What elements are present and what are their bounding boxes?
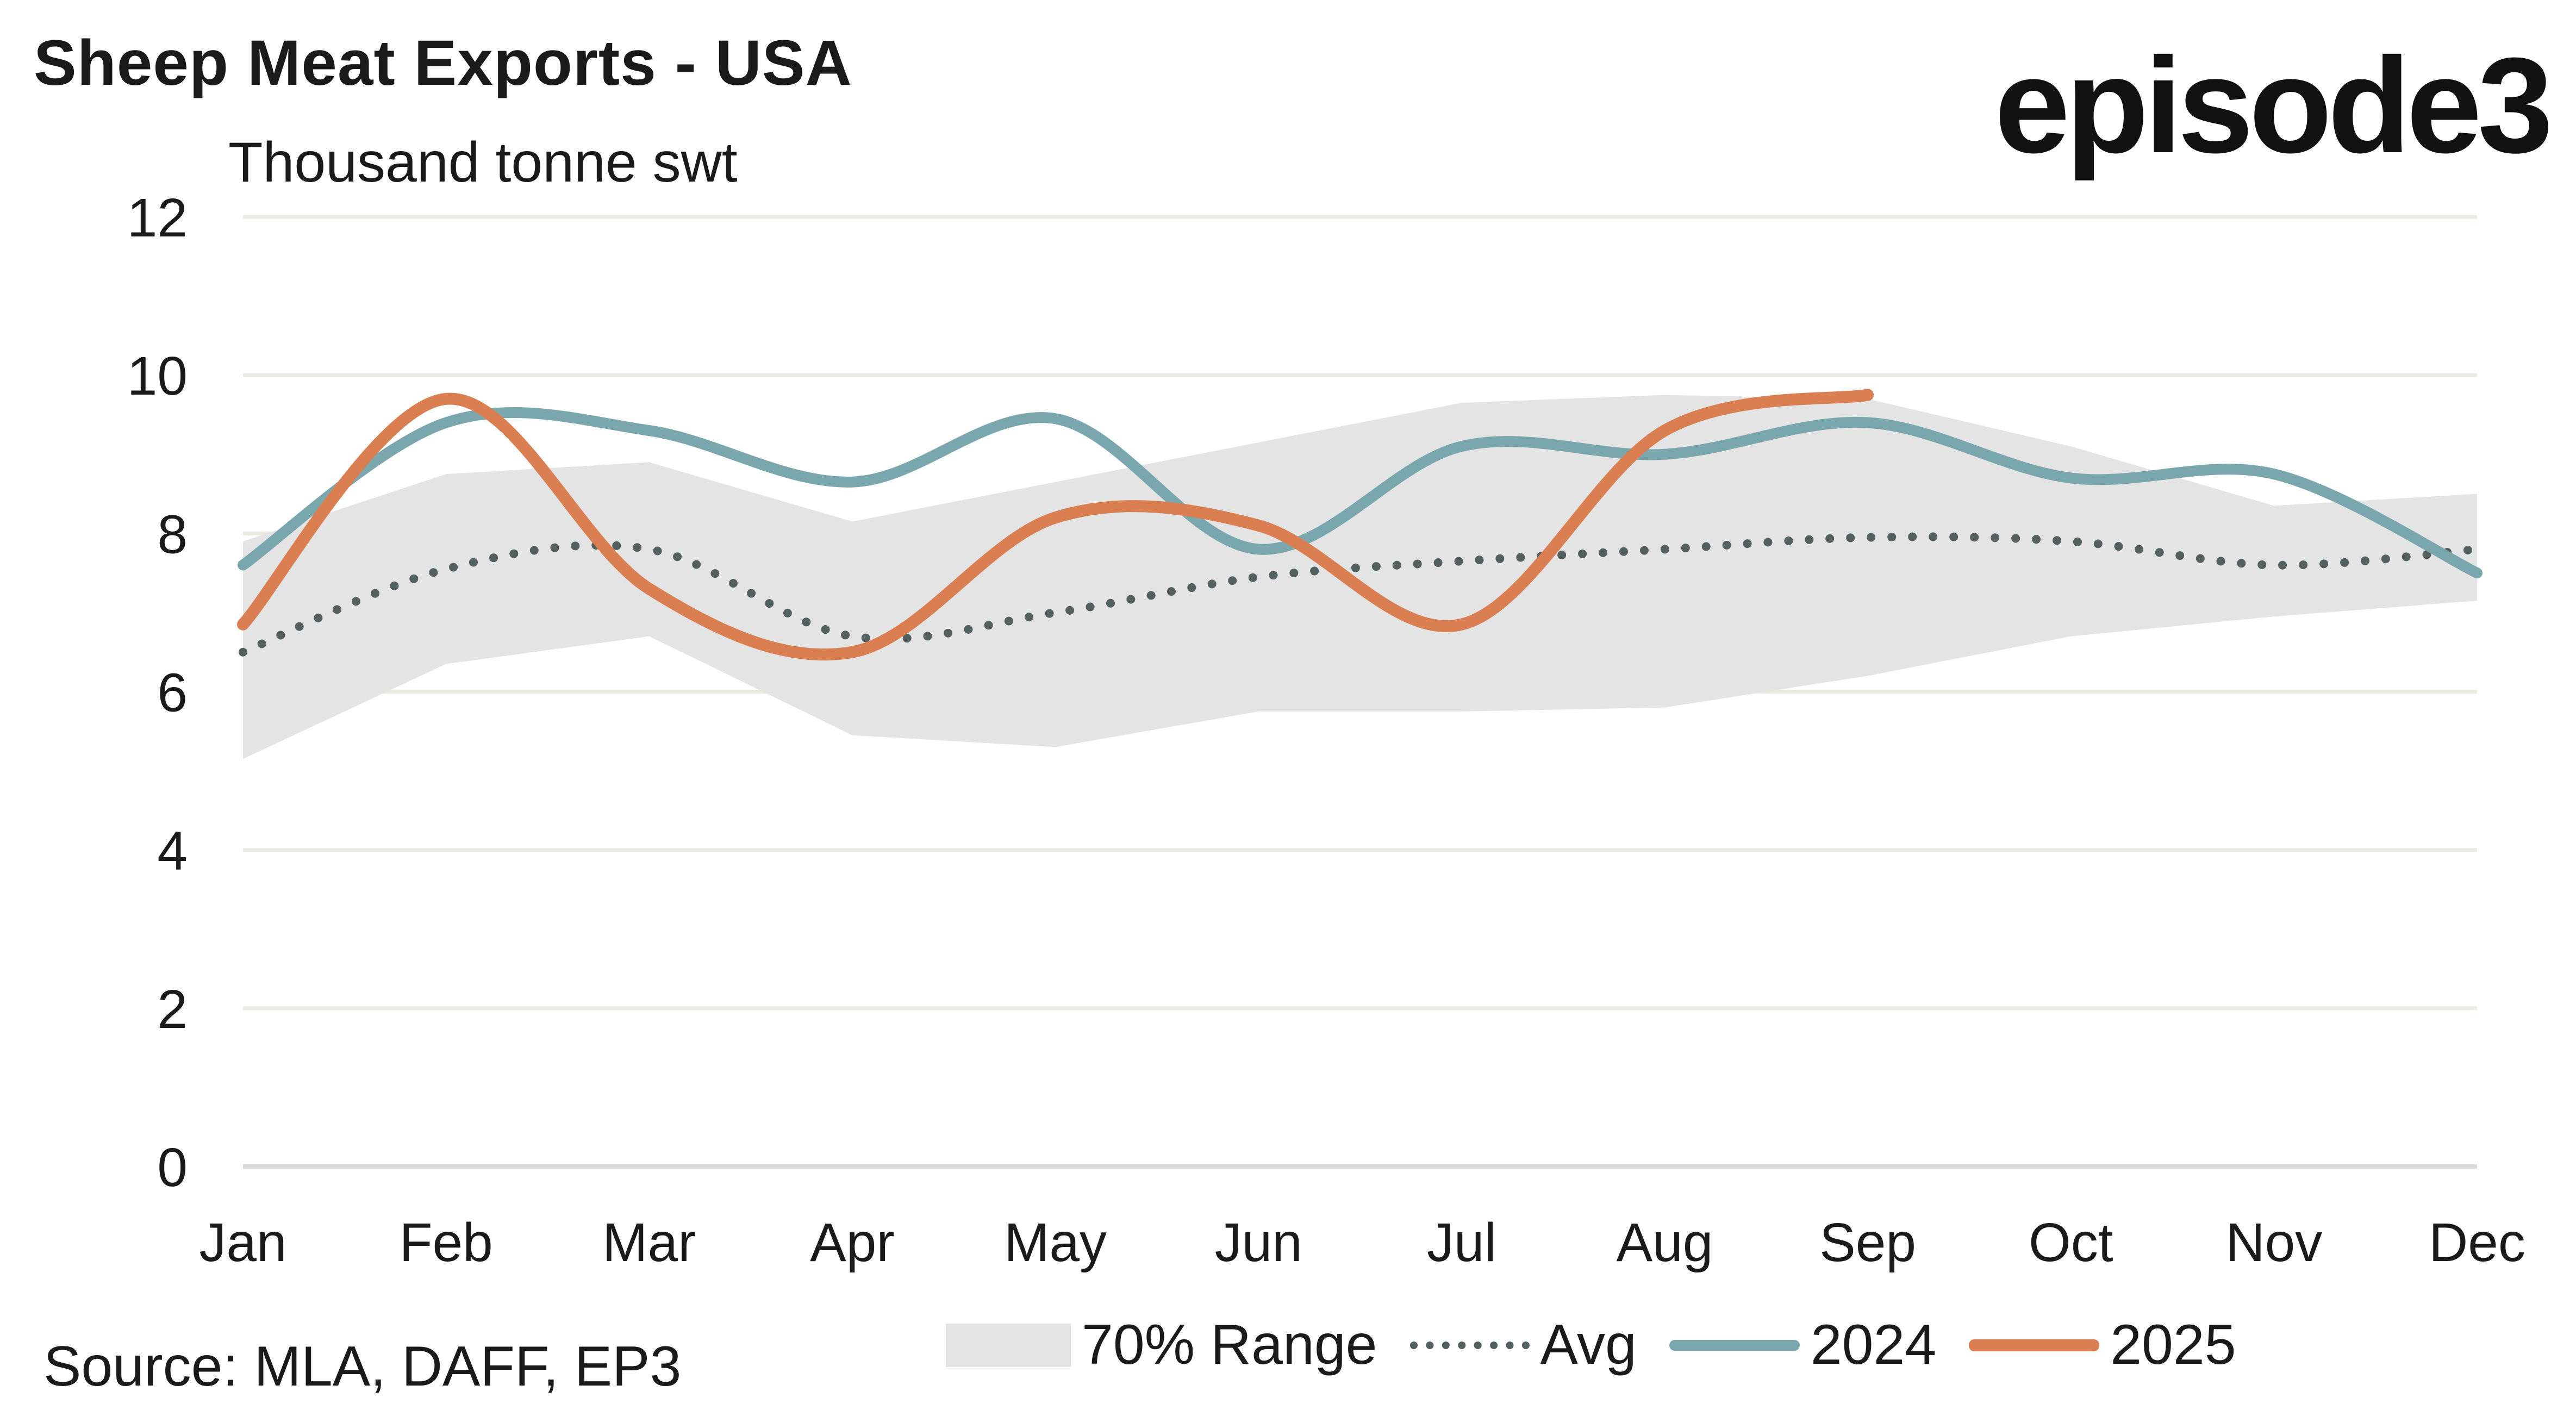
x-tick-label: Feb <box>399 1212 492 1273</box>
x-tick-label: Sep <box>1819 1212 1916 1273</box>
x-tick-label: Nov <box>2225 1212 2322 1273</box>
line-2025 <box>237 389 1874 661</box>
y-tick-label: 8 <box>157 504 188 565</box>
y-tick-label: 10 <box>127 346 188 407</box>
x-tick-label: Oct <box>2029 1212 2113 1273</box>
series-lines <box>237 389 2483 661</box>
legend-item-avg: Avg <box>1409 1313 1637 1377</box>
x-tick-labels: Jan Feb Mar Apr May Jun Jul Aug Sep Oct Nov Dec <box>199 1212 2525 1273</box>
x-tick-label: May <box>1004 1212 1107 1273</box>
x-tick-label: Dec <box>2429 1212 2525 1273</box>
legend-label-2025: 2025 <box>2110 1313 2236 1376</box>
y-tick-label: 6 <box>157 663 188 723</box>
y-tick-labels: 0 2 4 6 8 10 12 <box>127 188 188 1198</box>
legend-item-2025: 2025 <box>1969 1313 2236 1377</box>
x-tick-label: Aug <box>1616 1212 1713 1273</box>
x-tick-label: Jun <box>1215 1212 1302 1273</box>
avg-line <box>239 532 2481 657</box>
x-tick-label: Mar <box>602 1212 696 1273</box>
legend-item-range: 70% Range <box>946 1313 1377 1377</box>
range-band-area <box>243 395 2477 759</box>
legend-label-range: 70% Range <box>1082 1313 1377 1376</box>
x-tick-label: Jul <box>1427 1212 1496 1273</box>
y-tick-label: 0 <box>157 1137 188 1198</box>
line-2024 <box>238 407 2483 579</box>
episode3-logo: episode3 <box>1994 29 2553 181</box>
y-tick-label: 12 <box>127 188 188 248</box>
source-note: Source: MLA, DAFF, EP3 <box>43 1335 682 1398</box>
y-tick-label: 4 <box>157 821 188 882</box>
legend-item-2024: 2024 <box>1669 1313 1936 1377</box>
range-band <box>243 395 2477 759</box>
x-tick-label: Apr <box>810 1212 895 1273</box>
range-swatch-icon <box>946 1323 1071 1367</box>
avg-dotted-line-icon <box>1409 1341 1530 1349</box>
line-2025-icon <box>1969 1339 2100 1351</box>
legend-label-avg: Avg <box>1540 1313 1637 1376</box>
chart-title: Sheep Meat Exports - USA <box>34 27 852 99</box>
y-tick-label: 2 <box>157 979 188 1040</box>
x-tick-label: Jan <box>199 1212 286 1273</box>
legend: 70% Range Avg 2024 2025 <box>946 1313 2269 1377</box>
legend-label-2024: 2024 <box>1810 1313 1937 1376</box>
line-2024-icon <box>1669 1339 1800 1351</box>
y-axis-unit-label: Thousand tonne swt <box>228 131 738 194</box>
